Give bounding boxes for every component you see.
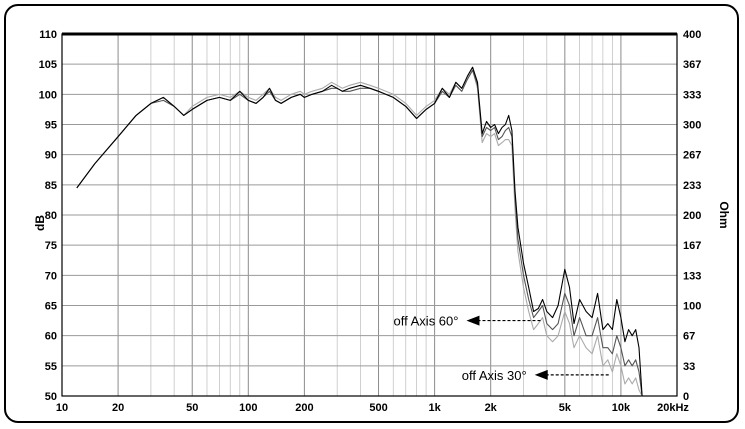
- y-tick-label: 85: [45, 180, 57, 192]
- annotation-layer: off Axis 60° off Axis 30°: [394, 314, 609, 383]
- annotation-label: off Axis 60°: [394, 314, 459, 329]
- y2-tick-label: 267: [683, 150, 701, 162]
- annotation-arrowhead: [534, 369, 548, 380]
- y2-tick-label: 100: [683, 301, 701, 313]
- y-tick-label: 110: [39, 29, 57, 41]
- x-tick-label: 20: [112, 402, 124, 414]
- y2-tick-label: 133: [683, 270, 701, 282]
- y2-tick-label: 333: [683, 89, 701, 101]
- y2-tick-label: 33: [683, 361, 695, 373]
- y2-axis-label: Ohm: [717, 201, 731, 228]
- y-axis-label: dB: [33, 215, 47, 231]
- x-tick-label: 10k: [612, 402, 631, 414]
- annotation-label: off Axis 30°: [462, 368, 527, 383]
- y2-tick-label: 300: [683, 120, 701, 132]
- y2-tick-label: 0: [683, 391, 689, 403]
- y-tick-label: 50: [45, 391, 57, 403]
- y2-tick-label: 400: [683, 29, 701, 41]
- y2-axis-ticks: 0 33 67 100 133 167 200 233 267 300 333 367 400: [683, 29, 701, 403]
- y-tick-label: 70: [45, 270, 57, 282]
- y-tick-label: 90: [45, 150, 57, 162]
- y2-tick-label: 167: [683, 240, 701, 252]
- x-axis-ticks: 10 20 50 100 200 500 1k 2k 5k 10k 20kHz: [56, 402, 690, 414]
- y-tick-label: 100: [39, 89, 57, 101]
- y2-tick-label: 200: [683, 210, 701, 222]
- y-tick-label: 65: [45, 301, 57, 313]
- series-line: [76, 69, 643, 397]
- series-layer: [76, 66, 643, 397]
- y-axis-ticks: 50 55 60 65 70 75 80 85 90 95 100 105 110: [39, 29, 57, 403]
- y-tick-label: 80: [45, 210, 57, 222]
- x-tick-label: 1k: [428, 402, 441, 414]
- x-tick-label: 100: [239, 402, 257, 414]
- series-line: [76, 69, 643, 397]
- y-tick-label: 60: [45, 331, 57, 343]
- chart-frame: [4, 4, 739, 423]
- x-tick-label: 10: [56, 402, 68, 414]
- y-tick-label: 95: [45, 120, 57, 132]
- y-tick-label: 55: [45, 361, 57, 373]
- y2-tick-label: 367: [683, 59, 701, 71]
- x-tick-label: 500: [369, 402, 387, 414]
- x-tick-label: 5k: [559, 402, 572, 414]
- x-tick-label: 50: [186, 402, 198, 414]
- x-tick-label: 200: [295, 402, 313, 414]
- y-tick-label: 105: [39, 59, 57, 71]
- x-tick-label: 2k: [485, 402, 498, 414]
- annotation-arrowhead: [466, 315, 480, 326]
- x-tick-label: 20kHz: [657, 402, 689, 414]
- y2-tick-label: 67: [683, 331, 695, 343]
- y2-tick-label: 233: [683, 180, 701, 192]
- series-line: [76, 66, 643, 397]
- y-tick-label: 75: [45, 240, 57, 252]
